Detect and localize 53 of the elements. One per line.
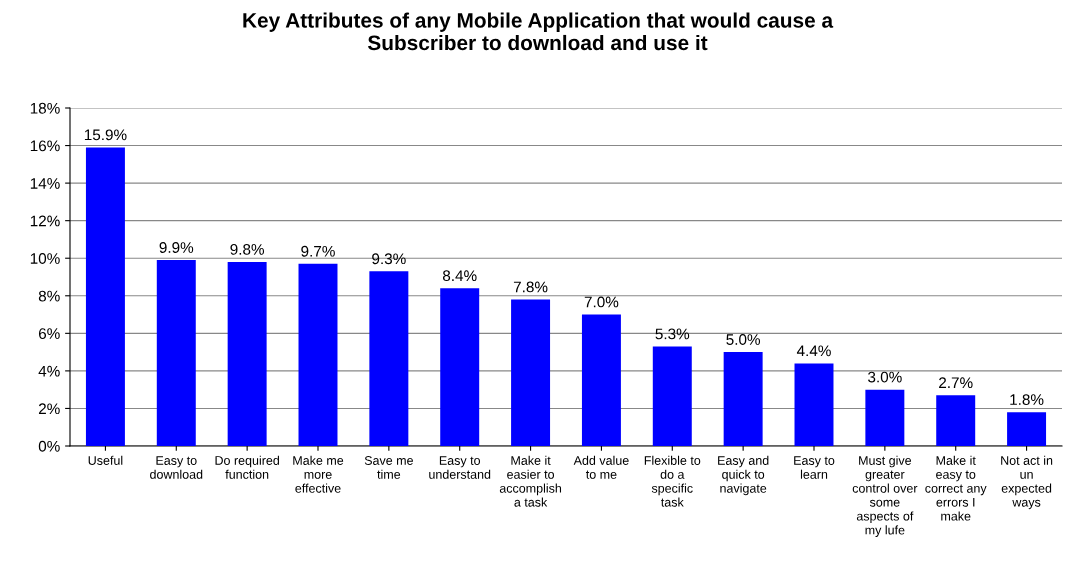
data-label: 1.8% <box>1010 394 1044 406</box>
x-tick-label: Add value to me <box>573 455 629 479</box>
bar <box>298 263 338 446</box>
y-tick-label: 18% <box>30 102 60 114</box>
y-tick-label: 8% <box>38 290 60 302</box>
x-tick-label: Easy to learn <box>794 456 835 479</box>
x-tick-label: Make it easy to correct any errors I make <box>925 455 987 521</box>
x-tick-label: Not act in un expected ways <box>1001 455 1053 510</box>
data-label: 9.9% <box>159 242 194 253</box>
data-label: 4.4% <box>796 345 831 357</box>
bar <box>85 147 125 446</box>
x-tick-label: Do required function <box>215 455 279 479</box>
y-tick-label: 4% <box>38 365 60 377</box>
bar <box>156 260 196 446</box>
data-label: 7.0% <box>584 296 619 308</box>
x-tick-label: Useful <box>88 455 123 465</box>
bar <box>1007 412 1047 446</box>
bar <box>440 288 480 446</box>
data-label: 3.0% <box>868 371 902 383</box>
y-tick-label: 6% <box>38 328 60 340</box>
bar <box>723 352 763 446</box>
x-tick-label: Make it easier to accomplish a task <box>499 455 562 507</box>
bar <box>227 261 267 446</box>
x-tick-label: Must give greater control over some aspects of my lufe <box>852 455 918 537</box>
y-tick-label: 10% <box>30 253 60 264</box>
x-tick-label: Easy to understand <box>429 456 491 479</box>
bar <box>865 389 905 446</box>
bar <box>936 395 976 446</box>
y-tick-label: 16% <box>30 140 60 152</box>
bar <box>652 346 692 446</box>
data-label: 15.9% <box>84 129 127 141</box>
data-label: 5.0% <box>726 334 761 345</box>
bar <box>794 363 834 446</box>
data-label: 7.8% <box>513 281 548 293</box>
data-label: 2.7% <box>939 377 973 389</box>
y-tick-label: 12% <box>30 215 60 227</box>
y-tick-label: 0% <box>38 440 60 452</box>
x-tick-label: Flexible to do a specific task <box>644 455 701 507</box>
data-label: 9.8% <box>230 243 265 255</box>
data-label: 5.3% <box>655 328 690 340</box>
x-tick-label: Easy and quick to navigate <box>718 455 769 496</box>
bar <box>511 299 551 446</box>
x-tick-label: Make me more effective <box>293 455 344 493</box>
chart-title: Key Attributes of any Mobile Application that would cause a Subscriber to download and use it <box>243 12 834 51</box>
bar <box>369 271 409 446</box>
x-tick-label: Easy to download <box>150 456 203 479</box>
y-tick-label: 14% <box>30 178 60 189</box>
data-label: 8.4% <box>442 270 477 282</box>
y-tick-label: 2% <box>38 403 60 415</box>
bar <box>581 314 621 446</box>
data-label: 9.7% <box>301 245 335 257</box>
x-tick-label: Save me time <box>364 456 413 479</box>
data-label: 9.3% <box>372 253 406 265</box>
